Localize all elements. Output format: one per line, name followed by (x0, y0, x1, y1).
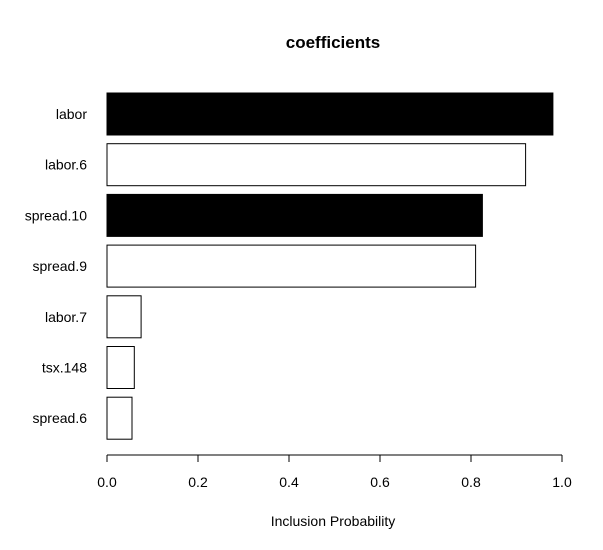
bars-group (106, 92, 554, 440)
bar-labor (106, 92, 554, 136)
bar-spread-9 (106, 244, 477, 288)
category-label-tsx-148: tsx.148 (42, 360, 87, 376)
category-label-labor: labor (56, 106, 87, 122)
category-label-spread-9: spread.9 (33, 258, 88, 274)
category-label-labor-6: labor.6 (45, 157, 87, 173)
bar-labor-7 (106, 295, 142, 339)
x-tick-label: 1.0 (552, 474, 572, 490)
category-label-spread-10: spread.10 (25, 207, 87, 223)
x-tick-label: 0.0 (97, 474, 117, 490)
bar-spread-6 (106, 396, 133, 440)
bar-labor-6 (106, 143, 527, 187)
category-label-spread-6: spread.6 (33, 410, 88, 426)
x-tick-label: 0.8 (461, 474, 481, 490)
x-axis: 0.0 0.2 0.4 0.6 0.8 1.0 (97, 454, 572, 490)
category-label-labor-7: labor.7 (45, 309, 87, 325)
chart-title: coefficients (286, 33, 380, 52)
x-axis-label: Inclusion Probability (271, 513, 396, 529)
category-labels: labor labor.6 spread.10 spread.9 labor.7 tsx.… (25, 106, 88, 426)
x-tick-label: 0.4 (279, 474, 299, 490)
bar-tsx-148 (106, 346, 135, 389)
x-tick-label: 0.2 (188, 474, 208, 490)
bar-spread-10 (106, 193, 483, 237)
x-tick-label: 0.6 (370, 474, 390, 490)
